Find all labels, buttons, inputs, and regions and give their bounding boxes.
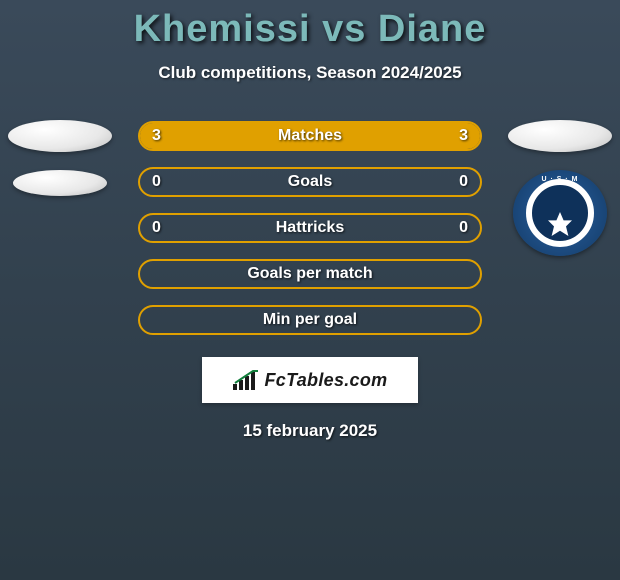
stat-label: Matches: [278, 127, 342, 145]
stat-value-left: 0: [152, 173, 161, 191]
stat-label: Min per goal: [263, 311, 357, 329]
stat-value-right: 0: [459, 219, 468, 237]
stats-list: 3 Matches 3 0 Goals 0 0 Hattricks 0 Goals per mat…: [138, 121, 482, 335]
date-text: 15 february 2025: [243, 421, 377, 441]
bars-icon: [233, 370, 259, 390]
left-player-badges: [8, 120, 112, 196]
brand-text: FcTables.com: [265, 370, 388, 391]
stat-value-right: 0: [459, 173, 468, 191]
player-photo-placeholder: [508, 120, 612, 152]
stat-row: Goals per match: [138, 259, 482, 289]
stat-value-left: 0: [152, 219, 161, 237]
stat-row: 3 Matches 3: [138, 121, 482, 151]
page-subtitle: Club competitions, Season 2024/2025: [158, 63, 461, 83]
right-player-badges: U · S · M: [508, 120, 612, 256]
brand-box[interactable]: FcTables.com: [202, 357, 418, 403]
stat-value-left: 3: [152, 127, 161, 145]
stat-label: Goals per match: [247, 265, 372, 283]
page-title: Khemissi vs Diane: [134, 8, 487, 51]
stat-row: 0 Hattricks 0: [138, 213, 482, 243]
club-logo-placeholder: [13, 170, 107, 196]
crest-text: U · S · M: [542, 176, 579, 183]
player-photo-placeholder: [8, 120, 112, 152]
stat-label: Hattricks: [276, 219, 344, 237]
stat-label: Goals: [288, 173, 332, 191]
club-crest-usm: U · S · M: [513, 170, 607, 256]
stat-row: 0 Goals 0: [138, 167, 482, 197]
stat-value-right: 3: [459, 127, 468, 145]
stat-row: Min per goal: [138, 305, 482, 335]
comparison-card: Khemissi vs Diane Club competitions, Sea…: [0, 0, 620, 580]
